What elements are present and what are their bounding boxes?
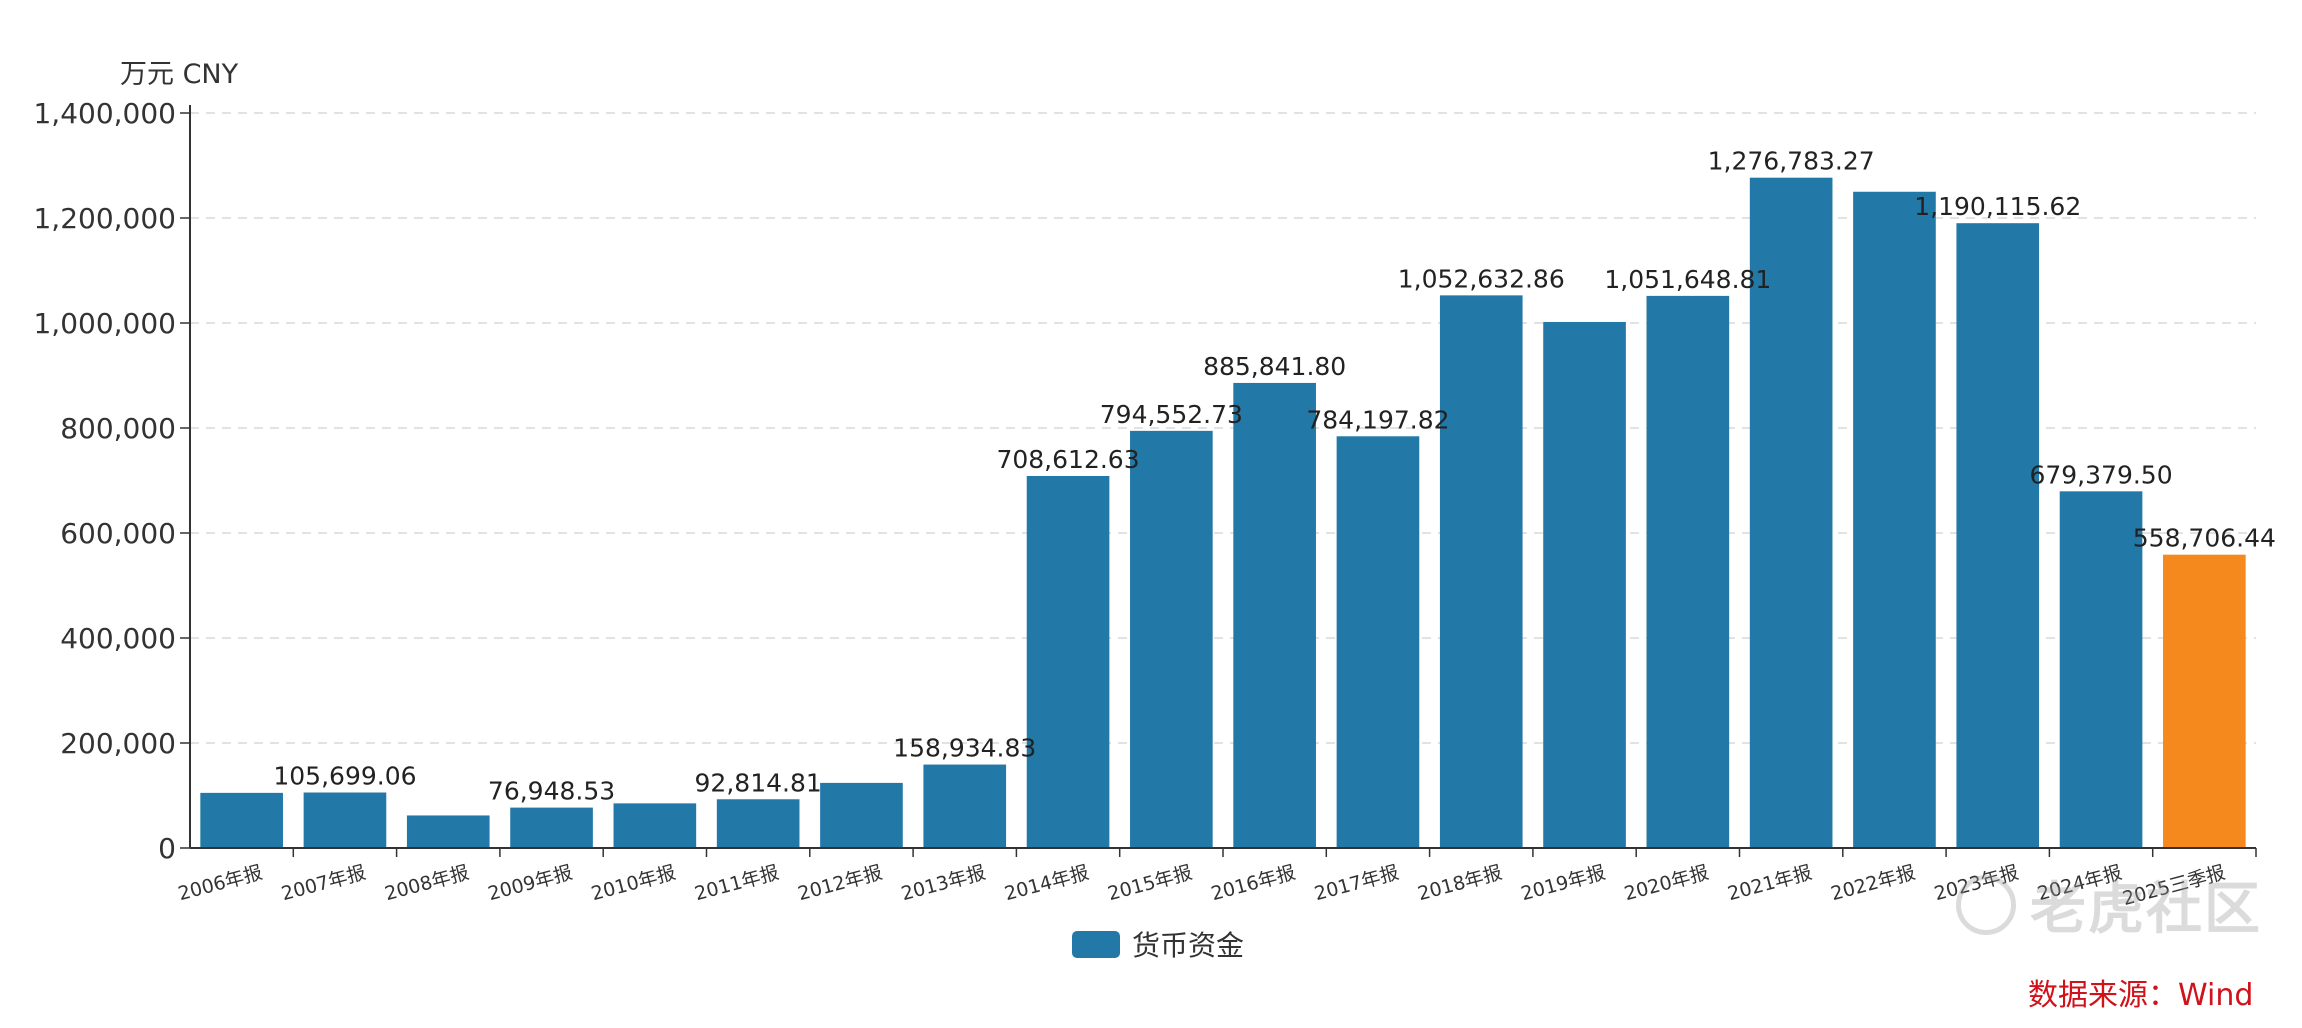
data-label: 679,379.50 (2029, 460, 2172, 489)
watermark-logo-icon (1956, 874, 2016, 935)
bar-7[interactable] (820, 782, 903, 848)
data-label: 558,706.44 (2133, 524, 2276, 553)
x-tick-label: 2013年报 (899, 862, 988, 906)
data-label: 1,051,648.81 (1604, 265, 1771, 294)
data-label: 1,276,783.27 (1708, 147, 1875, 176)
bar-10[interactable] (1130, 430, 1213, 848)
bar-6[interactable] (716, 799, 800, 848)
x-tick-label: 2017年报 (1312, 862, 1401, 906)
y-tick-label: 800,000 (60, 412, 176, 445)
data-label: 76,948.53 (488, 777, 615, 806)
data-labels: 105,699.06 76,948.53 92,814.81 158,934.83 70… (273, 147, 2276, 806)
y-tick-label: 400,000 (60, 622, 176, 655)
y-tick-label: 200,000 (60, 727, 176, 760)
bar-8[interactable] (923, 764, 1007, 848)
legend[interactable]: 货币资金 (1072, 924, 1244, 964)
x-tick-label: 2006年报 (176, 862, 265, 906)
bar-13[interactable] (1439, 295, 1523, 848)
y-tick-label: 1,400,000 (33, 97, 176, 130)
data-label: 158,934.83 (893, 734, 1036, 763)
x-tick-label: 2018年报 (1415, 862, 1504, 906)
watermark: 老虎社区 (1956, 864, 2262, 945)
bar-17[interactable] (1853, 191, 1936, 848)
x-tick-label: 2022年报 (1829, 862, 1918, 906)
x-tick-label: 2014年报 (1002, 862, 1091, 906)
x-tick-label: 2021年报 (1725, 862, 1814, 906)
y-axis-unit-label: 万元 CNY (120, 59, 239, 90)
y-tick-label: 1,000,000 (33, 307, 176, 340)
x-tick-label: 2020年报 (1622, 862, 1711, 906)
bar-5[interactable] (613, 803, 697, 848)
bar-18[interactable] (1956, 223, 2040, 848)
bar-19[interactable] (2059, 491, 2143, 848)
data-label: 784,197.82 (1306, 405, 1449, 434)
bar-12[interactable] (1336, 436, 1420, 848)
bar-3[interactable] (406, 815, 490, 848)
data-label: 794,552.73 (1100, 400, 1243, 429)
bar-16[interactable] (1749, 177, 1833, 848)
x-tick-label: 2016年报 (1209, 862, 1298, 906)
watermark-text: 老虎社区 (2030, 877, 2262, 942)
x-tick-label: 2010年报 (589, 862, 678, 906)
bar-20[interactable] (2163, 554, 2246, 848)
x-tick-label: 2009年报 (486, 862, 575, 906)
y-tick-label: 1,200,000 (33, 202, 176, 235)
data-label: 105,699.06 (273, 762, 416, 791)
bar-11[interactable] (1233, 382, 1316, 848)
x-tick-label: 2008年报 (382, 862, 471, 906)
x-tick-label: 2012年报 (796, 862, 885, 906)
y-tick-label: 0 (158, 832, 176, 865)
data-label: 92,814.81 (695, 768, 822, 797)
bars (200, 177, 2246, 848)
legend-label: 货币资金 (1132, 929, 1245, 962)
bar-15[interactable] (1646, 295, 1730, 848)
data-label: 1,052,632.86 (1398, 264, 1565, 293)
legend-swatch (1072, 930, 1120, 958)
bar-1[interactable] (200, 792, 283, 848)
data-label: 1,190,115.62 (1914, 192, 2081, 221)
bar-9[interactable] (1026, 475, 1110, 848)
gridlines (190, 112, 2256, 744)
data-label: 708,612.63 (996, 445, 1139, 474)
x-tick-label: 2011年报 (692, 862, 781, 906)
bar-4[interactable] (510, 807, 593, 848)
source-note: 数据来源：Wind (2028, 978, 2254, 1013)
y-tick-label: 600,000 (60, 517, 176, 550)
x-tick-label: 2019年报 (1519, 862, 1608, 906)
bar-2[interactable] (303, 792, 387, 848)
bar-14[interactable] (1543, 321, 1626, 848)
data-label: 885,841.80 (1203, 352, 1346, 381)
x-tick-label: 2007年报 (279, 862, 368, 906)
x-tick-label: 2015年报 (1106, 862, 1195, 906)
